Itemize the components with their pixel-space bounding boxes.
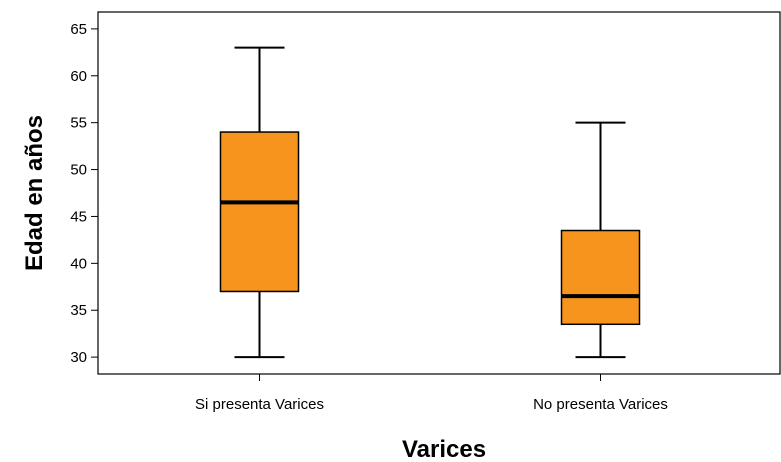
y-tick-label: 60 — [70, 68, 87, 85]
y-tick-label: 50 — [70, 162, 87, 179]
y-tick-label: 30 — [70, 349, 87, 366]
iqr-box — [560, 229, 641, 326]
plot-frame — [97, 11, 781, 375]
y-tick-label: 65 — [70, 21, 87, 38]
y-tick-label: 40 — [70, 255, 87, 272]
x-tick-label: Si presenta Varices — [195, 396, 324, 413]
x-tick-label: No presenta Varices — [533, 396, 668, 413]
iqr-box — [219, 131, 300, 293]
y-tick-label: 35 — [70, 302, 87, 319]
box-group — [560, 121, 641, 359]
y-tick-label: 55 — [70, 115, 87, 132]
y-tick-label: 45 — [70, 208, 87, 225]
box-group — [219, 46, 300, 359]
x-axis: Si presenta Varices No presenta Varices — [195, 374, 668, 413]
x-axis-title: Varices — [402, 436, 486, 462]
y-axis-title: Edad en años — [21, 115, 48, 271]
y-axis: 30 35 40 45 50 55 60 65 — [70, 21, 98, 366]
box-series — [219, 46, 641, 359]
